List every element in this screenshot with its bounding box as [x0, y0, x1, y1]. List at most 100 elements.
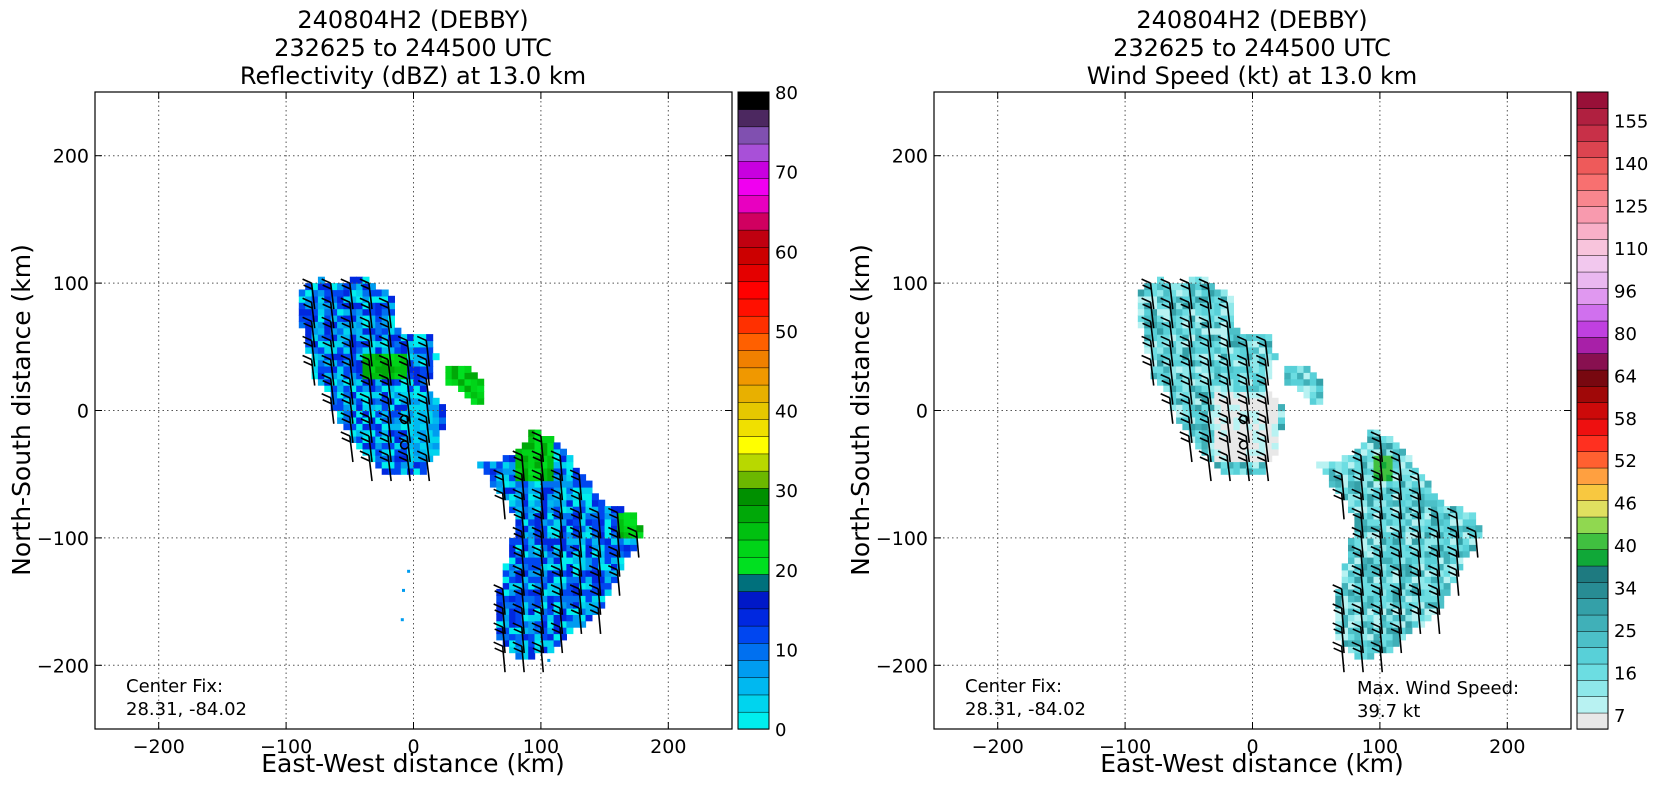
- wind-barb-feather: [1236, 373, 1247, 380]
- field-cell: [1424, 486, 1432, 494]
- field-cell: [579, 474, 587, 482]
- field-cell: [1169, 327, 1177, 335]
- field-cell: [1220, 467, 1228, 475]
- field-cell: [330, 295, 338, 303]
- field-cell: [1430, 601, 1438, 609]
- field-cell: [1354, 614, 1362, 622]
- field-cell: [566, 620, 574, 628]
- wind-barb-staff: [349, 321, 354, 348]
- field-cell: [1188, 365, 1196, 373]
- field-cell: [1379, 461, 1387, 469]
- field-cell: [1373, 544, 1381, 552]
- field-cell: [1322, 467, 1330, 475]
- field-cell: [1227, 442, 1234, 450]
- field-cell: [413, 416, 421, 424]
- field-cell: [489, 474, 497, 482]
- wind-barb-feather: [379, 437, 390, 443]
- field-cell: [1201, 410, 1209, 418]
- field-cell: [324, 327, 332, 335]
- field-cell: [1258, 423, 1266, 431]
- field-cell: [502, 461, 510, 469]
- field-cell: [1367, 537, 1375, 545]
- field-cell: [330, 283, 338, 291]
- field-cell: [496, 620, 504, 628]
- wind-barb-feather: [513, 513, 524, 520]
- wind-barb-feather: [1179, 354, 1190, 361]
- colorbar-segment: [1576, 581, 1609, 599]
- field-cell: [330, 308, 338, 316]
- field-cell: [368, 372, 376, 380]
- field-cell: [1430, 499, 1438, 507]
- wind-barb-feather: [1371, 551, 1382, 558]
- field-cell: [553, 467, 561, 475]
- wind-barb-feather: [322, 284, 333, 290]
- field-cell: [579, 480, 587, 488]
- field-cell: [1411, 499, 1419, 507]
- field-cell: [611, 544, 618, 552]
- colorbar-tick-label: 20: [775, 561, 798, 582]
- field-cell: [356, 442, 364, 450]
- field-cell: [579, 493, 587, 501]
- field-cell: [579, 563, 587, 571]
- wind-barb: [1236, 450, 1251, 482]
- field-cell: [1405, 544, 1413, 552]
- field-cell: [394, 416, 402, 424]
- field-cell: [375, 436, 383, 443]
- field-cell: [1233, 378, 1241, 386]
- field-cell: [337, 391, 345, 399]
- field-cell: [1176, 359, 1184, 367]
- wind-barb: [1236, 393, 1251, 424]
- field-cell: [566, 474, 574, 482]
- field-cell: [1379, 620, 1387, 628]
- field-cell: [585, 608, 593, 615]
- field-cell: [1360, 531, 1368, 539]
- field-cell: [1462, 518, 1470, 526]
- field-cell: [1373, 537, 1381, 545]
- field-cell: [1195, 404, 1203, 412]
- field-cell: [419, 372, 427, 380]
- field-cell: [1201, 385, 1209, 392]
- wind-barb-feather: [322, 303, 333, 309]
- field-cell: [349, 289, 357, 297]
- field-cell: [528, 537, 536, 545]
- field-cell: [604, 512, 612, 520]
- field-cell: [515, 563, 523, 571]
- field-cell: [1201, 308, 1209, 316]
- field-cell: [1456, 525, 1464, 533]
- wind-barb-feather: [569, 603, 580, 609]
- field-cell: [540, 480, 548, 488]
- wind-barb-staff: [1398, 455, 1403, 482]
- field-cell: [407, 385, 415, 392]
- colorbar-tick-label: 64: [1614, 366, 1637, 387]
- field-cell: [298, 321, 306, 329]
- field-cell: [1220, 314, 1228, 322]
- wind-barb-staff: [520, 627, 525, 654]
- field-cell: [1386, 563, 1394, 571]
- field-cell: [1411, 506, 1419, 514]
- field-cell: [502, 455, 510, 463]
- field-cell: [528, 455, 536, 463]
- wind-barb: [550, 488, 564, 520]
- field-cell: [1271, 353, 1279, 361]
- wind-barb-staff: [387, 359, 392, 386]
- field-cell: [1399, 531, 1406, 539]
- x-tick-label: −100: [1099, 736, 1151, 758]
- field-cell: [1456, 512, 1464, 520]
- wind-speed-field: [1137, 276, 1483, 660]
- field-cell: [1195, 385, 1203, 392]
- x-tick-label: −200: [133, 736, 185, 758]
- wind-barb-staff: [1264, 454, 1270, 482]
- field-cell: [1207, 327, 1215, 335]
- wind-barb: [1160, 373, 1174, 405]
- field-cell: [547, 442, 555, 450]
- wind-barb-staff: [1149, 302, 1155, 329]
- field-cell: [1367, 544, 1375, 552]
- field-cell: [317, 283, 325, 291]
- field-cell: [432, 429, 440, 437]
- wind-barb-feather: [1448, 513, 1458, 520]
- field-cell: [1379, 588, 1387, 596]
- field-cell: [579, 620, 587, 628]
- wind-barb: [359, 316, 373, 348]
- colorbar-segment: [737, 556, 770, 575]
- wind-barb-feather: [1390, 532, 1401, 539]
